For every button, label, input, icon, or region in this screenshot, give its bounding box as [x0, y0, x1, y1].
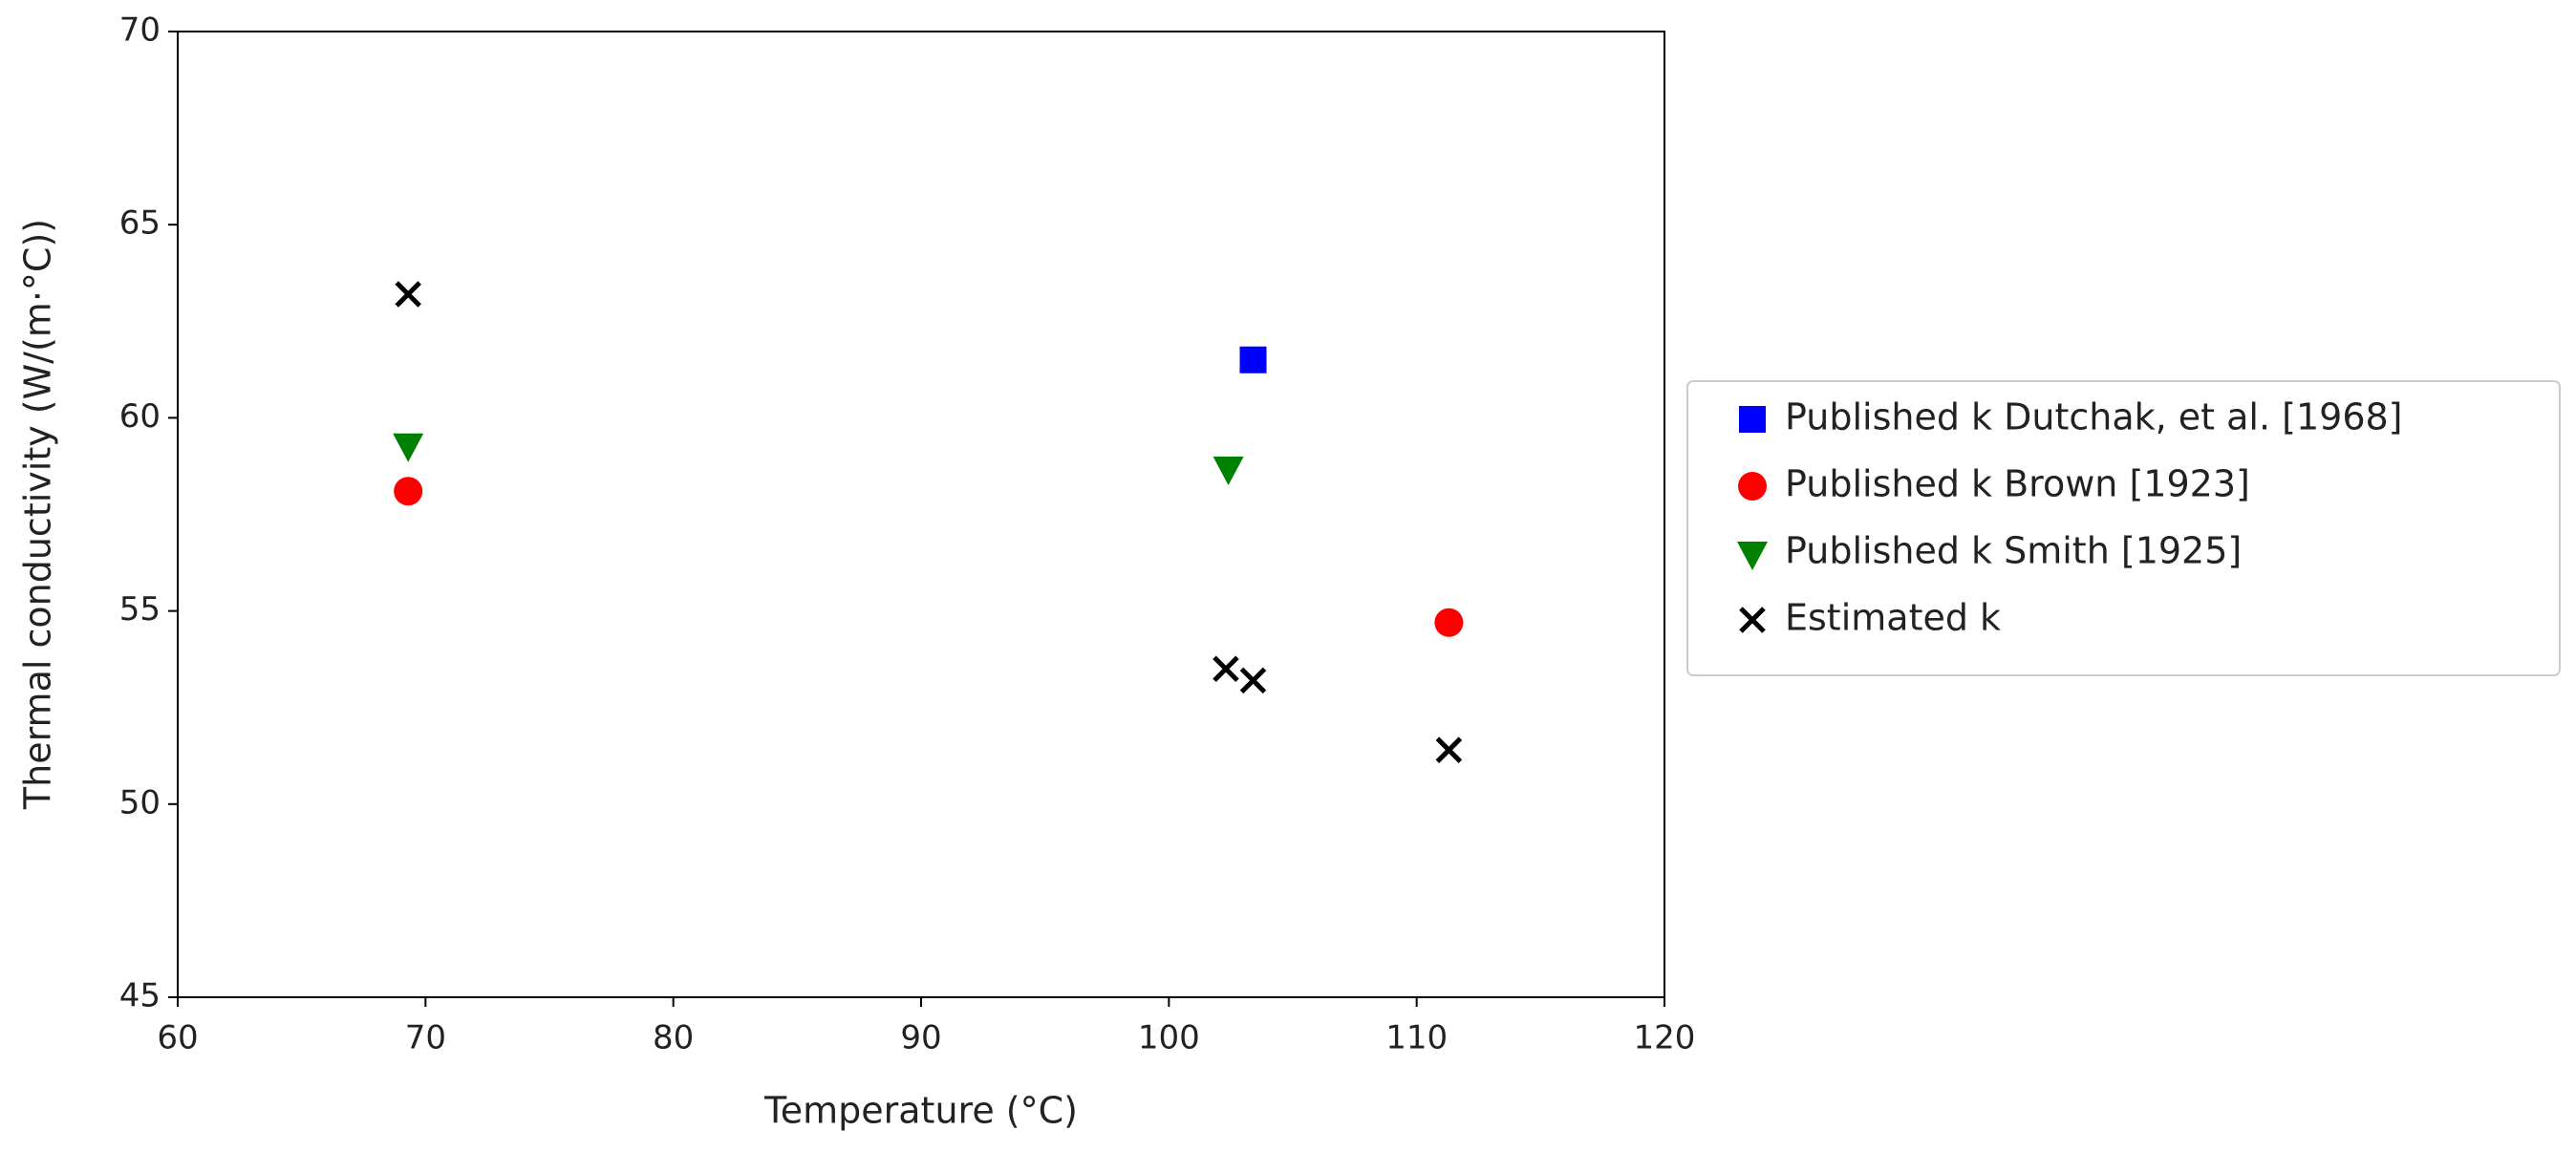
- marker-circle: [394, 477, 423, 506]
- y-tick-label: 70: [119, 11, 161, 50]
- legend-label: Published k Dutchak, et al. [1968]: [1785, 396, 2403, 438]
- y-tick-label: 55: [119, 590, 161, 629]
- y-tick-label: 50: [119, 783, 161, 821]
- marker-x: [1435, 736, 1463, 763]
- y-axis-label: Thermal conductivity (W/(m·°C)): [17, 219, 59, 810]
- legend: Published k Dutchak, et al. [1968] Publis…: [1686, 380, 2561, 676]
- marker-circle: [1434, 608, 1464, 637]
- x-tick-label: 120: [1634, 1019, 1696, 1057]
- marker-triangle: [393, 433, 424, 462]
- y-tick-label: 45: [119, 977, 161, 1015]
- marker-circle: [1738, 472, 1767, 501]
- legend-label: Published k Smith [1925]: [1785, 530, 2242, 572]
- x-tick-label: 90: [900, 1019, 941, 1057]
- plot-frame: [177, 31, 1665, 998]
- marker-square: [1239, 346, 1267, 373]
- legend-label: Estimated k: [1785, 597, 2001, 639]
- x-tick-label: 60: [157, 1019, 198, 1057]
- legend-label: Published k Brown [1923]: [1785, 463, 2250, 505]
- marker-x: [1239, 667, 1267, 694]
- y-tick-label: 60: [119, 397, 161, 436]
- x-tick-label: 110: [1385, 1019, 1448, 1057]
- marker-triangle: [1213, 456, 1244, 485]
- x-tick-label: 70: [405, 1019, 446, 1057]
- marker-x: [1739, 607, 1766, 633]
- marker-x: [395, 281, 421, 308]
- marker-square: [1739, 406, 1766, 433]
- x-tick-label: 100: [1138, 1019, 1200, 1057]
- x-axis-label: Temperature (°C): [763, 1090, 1078, 1132]
- y-tick-label: 65: [119, 204, 161, 243]
- marker-triangle: [1737, 542, 1768, 570]
- x-tick-label: 80: [653, 1019, 694, 1057]
- legend-frame: [1686, 380, 2561, 676]
- marker-x: [1213, 655, 1239, 683]
